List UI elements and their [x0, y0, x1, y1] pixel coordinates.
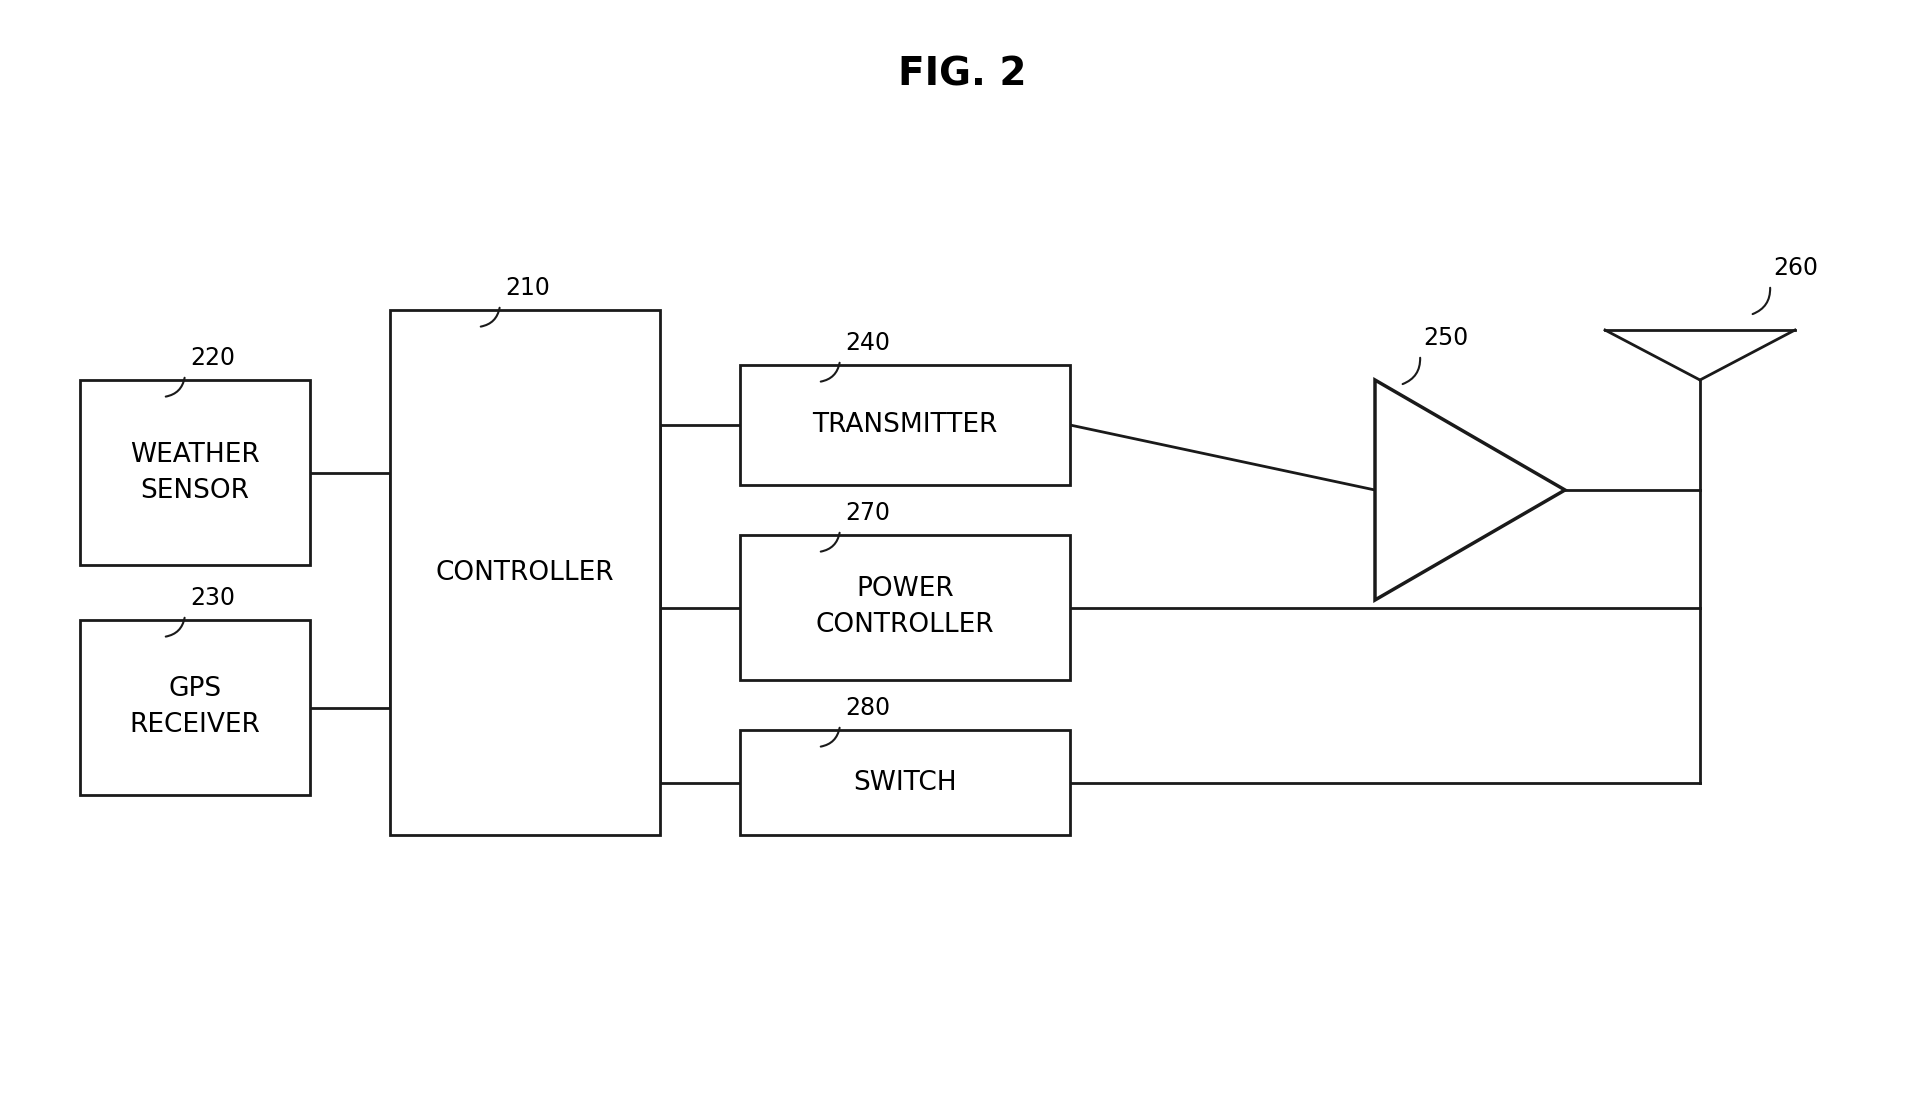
Text: WEATHER
SENSOR: WEATHER SENSOR	[131, 441, 260, 504]
Bar	[740, 365, 1069, 485]
Text: TRANSMITTER: TRANSMITTER	[812, 412, 998, 438]
Bar	[390, 310, 660, 836]
Text: 260: 260	[1773, 256, 1817, 280]
Bar	[81, 380, 310, 564]
Text: FIG. 2: FIG. 2	[898, 56, 1025, 94]
Text: 270: 270	[844, 501, 890, 525]
Text: CONTROLLER: CONTROLLER	[435, 560, 613, 586]
Text: SWITCH: SWITCH	[852, 769, 956, 795]
Text: 210: 210	[504, 276, 550, 300]
Text: GPS
RECEIVER: GPS RECEIVER	[129, 676, 260, 738]
Text: 250: 250	[1423, 326, 1467, 349]
Bar	[740, 535, 1069, 680]
Text: POWER
CONTROLLER: POWER CONTROLLER	[815, 577, 994, 638]
Bar	[740, 730, 1069, 836]
Text: 240: 240	[844, 332, 890, 355]
Text: 220: 220	[190, 346, 235, 370]
Text: 230: 230	[190, 586, 235, 610]
Bar	[81, 620, 310, 795]
Polygon shape	[1375, 380, 1563, 600]
Text: 280: 280	[844, 696, 890, 720]
